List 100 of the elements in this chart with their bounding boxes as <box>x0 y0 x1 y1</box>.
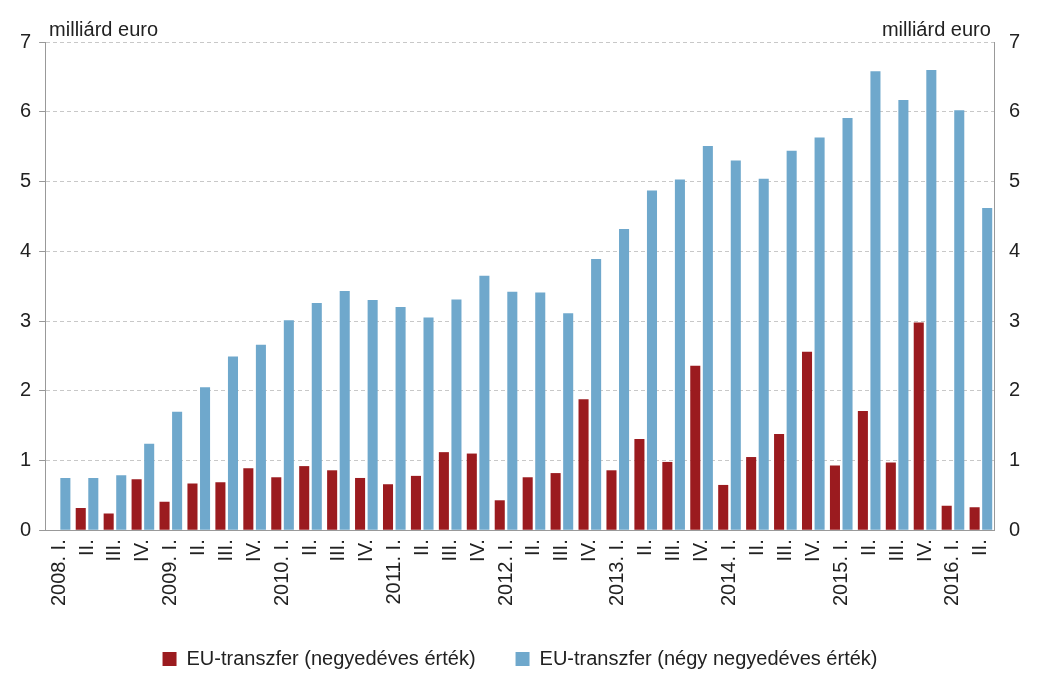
bar <box>690 365 701 530</box>
bar <box>243 468 254 530</box>
y2-tick-label: 7 <box>1008 29 1020 52</box>
x-tick-label: 2016. I. <box>940 539 963 606</box>
bar <box>870 71 881 530</box>
x-tick-label: III. <box>214 539 237 562</box>
bar <box>926 69 937 530</box>
y2-tick-label: 1 <box>1008 448 1020 471</box>
bar <box>271 477 282 530</box>
bar <box>801 351 813 530</box>
x-tick-label: III. <box>102 539 125 562</box>
x-tick-label: 2013. I. <box>605 539 628 606</box>
x-tick-label: IV. <box>577 539 600 562</box>
bar <box>913 322 924 530</box>
y-tick-label: 0 <box>20 517 32 540</box>
legend-label: EU-transzfer (négy negyedéves érték) <box>539 646 878 669</box>
x-tick-label: IV. <box>353 539 376 562</box>
bar <box>522 477 533 530</box>
bar <box>774 434 785 530</box>
bar <box>355 477 366 530</box>
x-tick-label: III. <box>772 539 795 562</box>
x-tick-label: IV. <box>800 539 823 562</box>
bar <box>969 507 980 530</box>
x-tick-label: III. <box>437 539 460 562</box>
x-tick-label: 2014. I. <box>717 539 740 606</box>
bar <box>172 411 183 530</box>
bar <box>299 466 310 530</box>
bar <box>159 501 170 530</box>
bar <box>327 470 338 530</box>
bar <box>898 99 909 530</box>
x-tick-label: II. <box>856 539 879 556</box>
y-tick-label: 4 <box>20 238 32 261</box>
y2-tick-label: 6 <box>1008 99 1020 122</box>
bar <box>591 258 602 530</box>
bar <box>200 387 211 530</box>
bar <box>746 457 757 530</box>
bar <box>479 275 490 530</box>
bar <box>423 317 434 530</box>
bar <box>814 137 825 530</box>
x-tick-label: III. <box>884 539 907 562</box>
bar <box>60 477 71 530</box>
x-tick-label: II. <box>409 539 432 556</box>
x-tick-label: II. <box>186 539 209 556</box>
bar <box>606 470 617 530</box>
bar <box>507 291 518 530</box>
bar <box>339 291 350 530</box>
x-tick-label: 2015. I. <box>828 539 851 606</box>
bar <box>494 500 505 530</box>
y-axis-title: milliárd euro <box>49 17 159 40</box>
legend-label: EU-transzfer (negyedéves érték) <box>186 646 476 669</box>
y2-tick-label: 0 <box>1008 517 1020 540</box>
bar <box>842 118 853 530</box>
bar <box>367 300 378 530</box>
x-tick-label: III. <box>325 539 348 562</box>
bar <box>857 411 868 530</box>
bar <box>954 110 965 530</box>
x-tick-label: II. <box>298 539 321 556</box>
bar <box>131 479 142 530</box>
x-tick-label: II. <box>968 539 991 556</box>
x-tick-label: II. <box>74 539 97 556</box>
x-tick-label: III. <box>661 539 684 562</box>
x-tick-label: 2011. I. <box>381 539 404 605</box>
bar <box>466 453 477 530</box>
bar <box>941 505 952 530</box>
x-tick-label: 2009. I. <box>158 539 181 606</box>
bar <box>662 461 673 530</box>
y2-tick-label: 4 <box>1008 238 1020 261</box>
y-tick-label: 6 <box>20 99 32 122</box>
bar <box>227 356 239 530</box>
x-tick-label: III. <box>549 539 572 562</box>
x-tick-label: IV. <box>242 539 265 562</box>
x-tick-label: IV. <box>912 539 935 562</box>
y2-axis-title: milliárd euro <box>881 17 991 40</box>
bar <box>144 443 155 530</box>
bar <box>550 473 561 530</box>
bar <box>438 452 449 530</box>
y-tick-label: 3 <box>20 308 32 331</box>
bar <box>578 399 589 530</box>
bar <box>674 179 685 530</box>
bar <box>702 145 713 530</box>
bar <box>786 150 797 530</box>
y2-tick-label: 3 <box>1008 308 1020 331</box>
bar <box>535 292 546 530</box>
bar <box>395 307 406 530</box>
bar <box>311 302 322 530</box>
bar <box>829 465 840 530</box>
y-tick-label: 2 <box>20 378 32 401</box>
bar <box>718 484 729 530</box>
bar <box>634 438 645 530</box>
bar <box>885 462 896 530</box>
bar <box>619 228 630 530</box>
bar <box>103 513 114 530</box>
x-tick-label: II. <box>521 539 544 556</box>
x-tick-label: II. <box>633 539 656 556</box>
y2-tick-label: 5 <box>1008 169 1020 192</box>
bar <box>758 178 769 530</box>
x-tick-label: IV. <box>465 539 488 562</box>
y-tick-label: 1 <box>20 448 32 471</box>
x-tick-label: 2008. I. <box>46 539 69 606</box>
bar <box>75 507 86 530</box>
